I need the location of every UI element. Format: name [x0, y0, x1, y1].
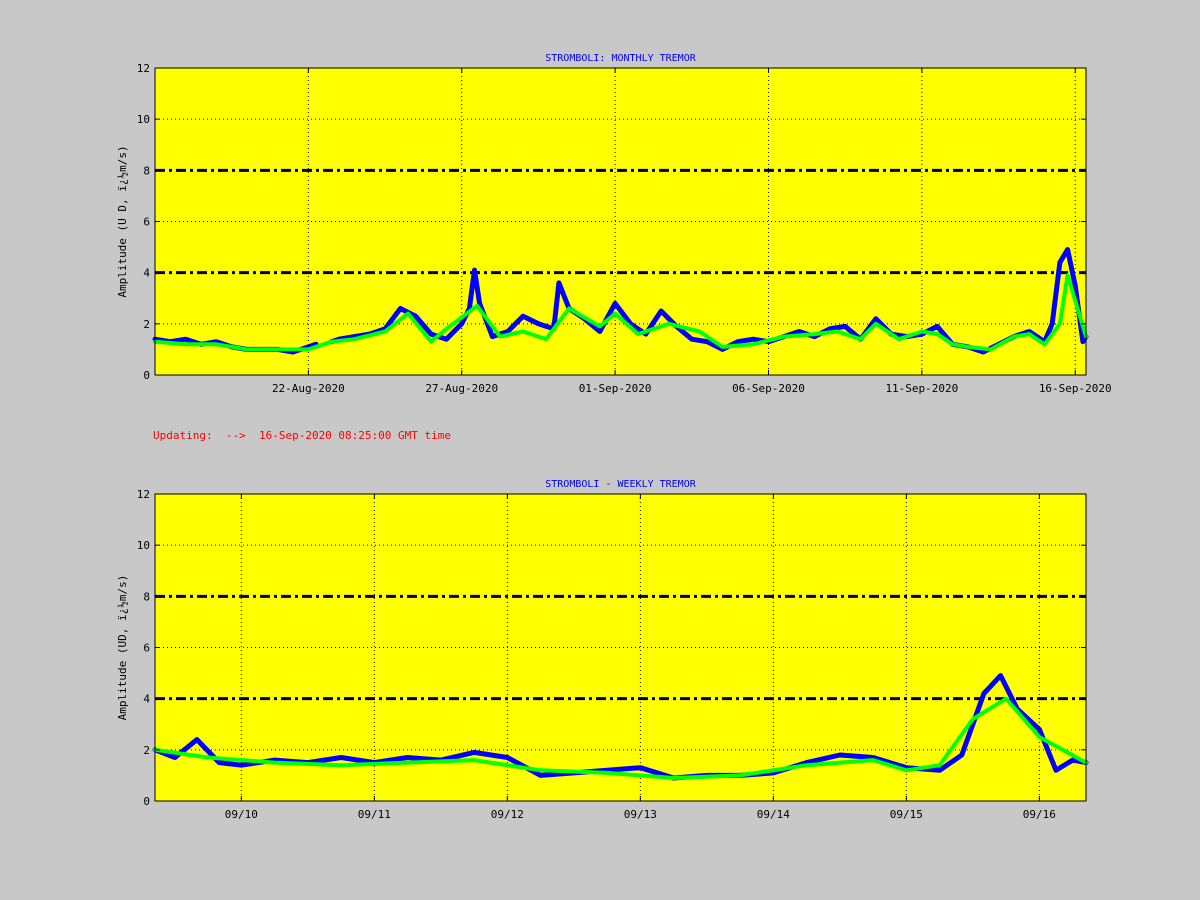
y-axis-label: Amplitude (UD, ï¿½m/s): [116, 575, 129, 721]
y-tick-label: 6: [143, 642, 150, 655]
x-tick-label: 09/11: [358, 808, 391, 821]
y-axis-label: Amplitude (U D, ï¿½m/s): [116, 145, 129, 297]
y-tick-label: 2: [143, 318, 150, 331]
plot-area: [155, 494, 1086, 801]
chart-title: STROMBOLI - WEEKLY TREMOR: [545, 479, 696, 490]
y-tick-label: 2: [143, 744, 150, 757]
smoothed-tremor-line: [153, 273, 1088, 352]
y-tick-label: 0: [143, 369, 150, 382]
y-tick-label: 8: [143, 164, 150, 177]
y-tick-label: 6: [143, 216, 150, 229]
y-tick-label: 0: [143, 795, 150, 808]
y-tick-label: 12: [137, 62, 150, 75]
smoothed-tremor-line: [153, 696, 1088, 780]
x-tick-label: 27-Aug-2020: [425, 382, 498, 395]
plot-area: [155, 68, 1086, 375]
y-tick-label: 4: [143, 267, 150, 280]
x-tick-label: 09/10: [225, 808, 258, 821]
monthly-tremor-panel: 0 2 4 6 8 10 12 22-Aug-2020 27-Aug-2020 01-Sep-20…: [116, 53, 1112, 395]
x-tick-label: 22-Aug-2020: [272, 382, 345, 395]
x-tick-label: 09/12: [491, 808, 524, 821]
y-tick-label: 4: [143, 693, 150, 706]
x-tick-label: 06-Sep-2020: [732, 382, 805, 395]
y-tick-label: 8: [143, 590, 150, 603]
chart-title: STROMBOLI: MONTHLY TREMOR: [545, 53, 696, 64]
x-tick-label: 09/13: [624, 808, 657, 821]
x-tick-label: 16-Sep-2020: [1039, 382, 1112, 395]
y-tick-label: 12: [137, 488, 150, 501]
x-tick-label: 09/14: [757, 808, 790, 821]
x-tick-label: 11-Sep-2020: [885, 382, 958, 395]
x-tick-label: 01-Sep-2020: [579, 382, 652, 395]
weekly-tremor-panel: 0 2 4 6 8 10 12 09/10 09/11 09/12 09/13 09/14 09/15 0…: [116, 479, 1089, 821]
y-tick-label: 10: [137, 539, 150, 552]
x-tick-label: 09/16: [1023, 808, 1056, 821]
x-tick-label: 09/15: [890, 808, 923, 821]
y-tick-label: 10: [137, 113, 150, 126]
update-status-text: Updating: --> 16-Sep-2020 08:25:00 GMT t…: [153, 429, 451, 442]
